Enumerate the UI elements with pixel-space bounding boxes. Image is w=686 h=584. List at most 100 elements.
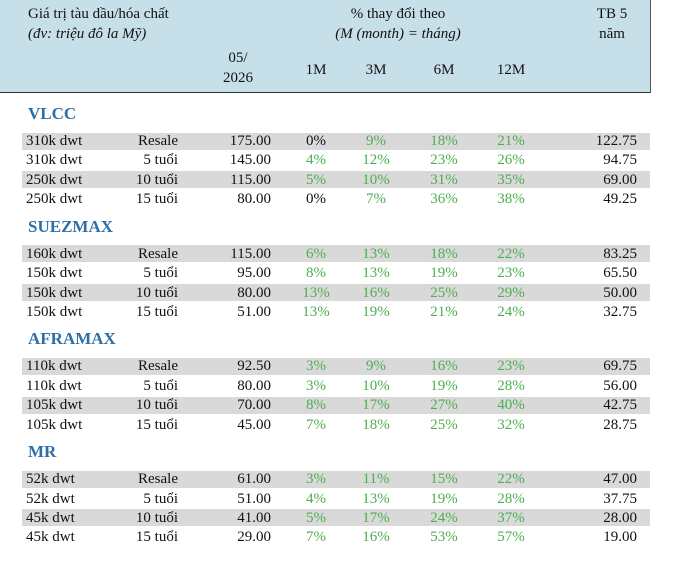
avg-cell: 28.75 — [603, 416, 637, 433]
avg-header: TB 5 — [596, 6, 628, 22]
avg-cell: 69.75 — [603, 358, 637, 375]
change-cell: 28% — [497, 490, 525, 507]
change-cell: 18% — [430, 133, 458, 149]
change-cell: 19% — [430, 265, 458, 282]
change-cell: 15% — [430, 471, 458, 488]
change-cell: 29% — [497, 284, 525, 301]
change-cell: 28% — [497, 377, 525, 394]
change-cell: 0% — [306, 191, 326, 208]
date-header: 2026 — [223, 70, 253, 86]
row-band — [22, 509, 650, 527]
age-cell: 5 tuổi — [143, 490, 178, 507]
change-cell: 57% — [497, 529, 525, 546]
row-band — [22, 396, 650, 414]
age-cell: 10 tuổi — [135, 284, 178, 301]
change-title: % thay đổi theo — [350, 6, 446, 22]
age-cell: 10 tuổi — [135, 171, 178, 188]
price-cell: 80.00 — [237, 191, 271, 208]
change-cell: 21% — [497, 133, 525, 149]
age-cell: Resale — [138, 358, 178, 375]
size-cell: 310k dwt — [26, 133, 83, 149]
size-cell: 150k dwt — [26, 284, 83, 301]
change-cell: 23% — [497, 358, 525, 375]
size-cell: 45k dwt — [26, 529, 75, 546]
change-cell: 40% — [497, 397, 525, 414]
change-cell: 38% — [497, 191, 525, 208]
change-cell: 24% — [430, 509, 458, 526]
change-cell: 3% — [306, 377, 326, 394]
change-cell: 10% — [362, 171, 390, 188]
size-cell: 110k dwt — [26, 377, 82, 394]
price-cell: 61.00 — [237, 471, 271, 488]
change-cell: 13% — [362, 245, 390, 262]
section-title: VLCC — [28, 104, 77, 123]
avg-cell: 47.00 — [603, 471, 637, 488]
change-cell: 18% — [362, 416, 390, 433]
avg-cell: 49.25 — [603, 191, 637, 208]
section-title: SUEZMAX — [28, 216, 114, 236]
age-cell: Resale — [138, 471, 178, 488]
change-cell: 18% — [430, 245, 458, 262]
age-cell: Resale — [138, 245, 178, 262]
section-title: AFRAMAX — [28, 329, 116, 349]
change-cell: 9% — [366, 358, 386, 375]
change-cell: 21% — [430, 303, 458, 320]
price-cell: 115.00 — [230, 171, 271, 188]
change-cell: 53% — [430, 529, 458, 546]
price-cell: 80.00 — [237, 284, 271, 301]
change-cell: 16% — [362, 284, 390, 301]
price-cell: 51.00 — [237, 490, 271, 507]
period-header: 6M — [433, 62, 455, 78]
price-cell: 80.00 — [237, 377, 271, 394]
age-cell: 10 tuổi — [135, 509, 178, 526]
age-cell: 5 tuổi — [143, 265, 178, 282]
avg-cell: 28.00 — [603, 509, 637, 526]
change-cell: 4% — [306, 152, 326, 169]
row-band — [22, 132, 650, 150]
change-cell: 10% — [362, 377, 390, 394]
change-cell: 5% — [306, 171, 326, 188]
change-cell: 12% — [362, 152, 390, 169]
period-header: 1M — [305, 62, 327, 78]
avg-header: năm — [599, 26, 625, 42]
change-cell: 26% — [497, 152, 525, 169]
change-cell: 23% — [497, 265, 525, 282]
change-cell: 22% — [497, 245, 525, 262]
change-cell: 7% — [306, 416, 326, 433]
row-band — [22, 470, 650, 488]
price-cell: 92.50 — [237, 358, 271, 375]
change-cell: 25% — [430, 284, 458, 301]
avg-cell: 50.00 — [603, 284, 637, 301]
change-cell: 37% — [497, 509, 525, 526]
change-cell: 0% — [306, 133, 326, 149]
avg-cell: 32.75 — [603, 303, 637, 320]
size-cell: 105k dwt — [26, 397, 83, 414]
change-cell: 13% — [302, 303, 330, 320]
age-cell: 15 tuổi — [135, 529, 178, 546]
change-cell: 31% — [430, 171, 458, 188]
size-cell: 250k dwt — [26, 171, 83, 188]
age-cell: 5 tuổi — [143, 152, 178, 169]
change-cell: 35% — [497, 171, 525, 188]
age-cell: 15 tuổi — [135, 303, 178, 320]
age-cell: 10 tuổi — [135, 397, 178, 414]
size-cell: 310k dwt — [26, 152, 83, 169]
price-cell: 51.00 — [237, 303, 271, 320]
avg-cell: 37.75 — [603, 490, 637, 507]
change-cell: 17% — [362, 397, 390, 414]
change-cell: 8% — [306, 265, 326, 282]
avg-cell: 69.00 — [603, 171, 637, 188]
change-cell: 7% — [306, 529, 326, 546]
change-cell: 13% — [362, 490, 390, 507]
section-title: MR — [28, 442, 57, 462]
change-cell: 9% — [366, 133, 386, 149]
price-cell: 70.00 — [237, 397, 271, 414]
header-title: Giá trị tàu dầu/hóa chất — [28, 6, 169, 22]
price-cell: 41.00 — [237, 509, 271, 526]
change-cell: 27% — [430, 397, 458, 414]
change-cell: 6% — [306, 245, 326, 262]
avg-cell: 94.75 — [603, 152, 637, 169]
change-cell: 3% — [306, 358, 326, 375]
change-cell: 5% — [306, 509, 326, 526]
